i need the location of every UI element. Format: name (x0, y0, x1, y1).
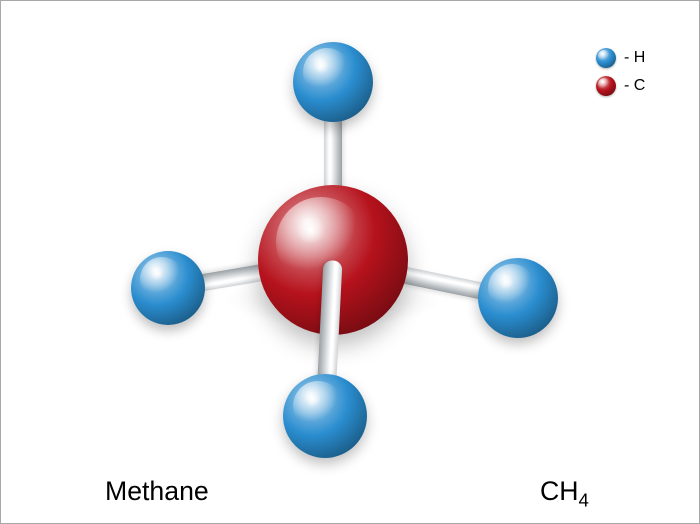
hydrogen-atom (131, 251, 205, 325)
legend-label: - H (624, 49, 645, 67)
formula-subscript: 4 (579, 489, 589, 510)
molecule-formula-label: CH4 (540, 476, 589, 511)
legend-swatch-icon (596, 76, 616, 96)
legend-row: - H (596, 48, 645, 68)
hydrogen-atom (478, 258, 558, 338)
formula-base: CH (540, 476, 579, 506)
molecule-name-label: Methane (105, 476, 209, 507)
hydrogen-atom (293, 42, 373, 122)
legend-row: - C (596, 76, 645, 96)
hydrogen-atom (283, 374, 367, 458)
legend: - H - C (596, 48, 645, 96)
legend-label: - C (624, 77, 645, 95)
legend-swatch-icon (596, 48, 616, 68)
molecule-diagram: - H - C Methane CH4 (0, 0, 700, 524)
